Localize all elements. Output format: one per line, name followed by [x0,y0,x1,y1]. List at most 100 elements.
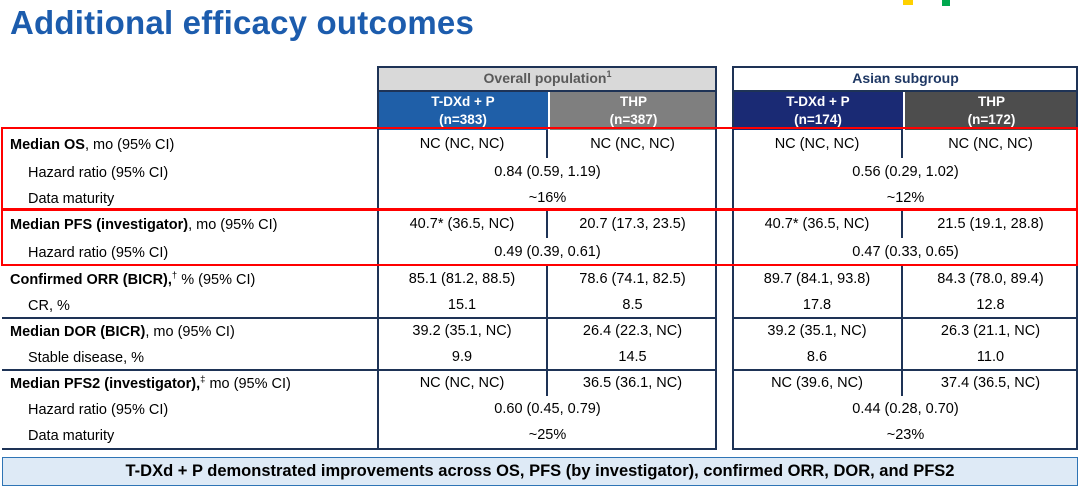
col-n: (n=387) [609,112,658,127]
table-row-pfs2-data-maturity: Data maturity ~25% ~23% [2,422,1078,448]
data-cell: 8.5 [622,297,643,313]
section-divider [2,448,378,450]
data-cell-span: 0.56 (0.29, 1.02) [852,163,959,180]
data-cell: NC (NC, NC) [948,136,1033,152]
table-gap [717,344,733,370]
table-gap [717,396,733,422]
data-cell: 36.5 (36.1, NC) [582,375,683,391]
data-cell-span: 0.84 (0.59, 1.19) [494,163,601,180]
table-row-pfs2-hazard-ratio: Hazard ratio (95% CI) 0.60 (0.45, 0.79) … [2,396,1078,422]
col-header-asian-tdxd: T-DXd + P (n=174) [733,92,903,130]
data-cell: NC (39.6, NC) [733,370,903,396]
col-name: T-DXd + P [786,94,850,110]
group-header-asian: Asian subgroup [733,66,1078,92]
logo-yellow-mark [903,0,913,5]
logo-green-mark [942,0,950,6]
table-row-stable-disease: Stable disease, % 9.9 14.5 8.6 11.0 [2,344,1078,370]
table-row-os-hazard-ratio: Hazard ratio (95% CI) 0.84 (0.59, 1.19) … [2,158,1078,185]
data-cell: 26.3 (21.1, NC) [940,323,1041,339]
row-label: Hazard ratio (95% CI) [28,164,169,181]
table-gap [717,422,733,448]
col-name: THP [978,94,1005,110]
data-cell: 89.7 (84.1, 93.8) [733,266,903,292]
row-label: Hazard ratio (95% CI) [28,401,169,418]
data-cell-span: 0.49 (0.39, 0.61) [494,244,601,260]
table-row-median-pfs2: Median PFS2 (investigator),‡ mo (95% CI)… [2,370,1078,396]
table-gap [717,210,733,238]
col-name: T-DXd + P [431,94,495,110]
data-cell: NC (NC, NC) [378,370,548,396]
group-header-overall: Overall population 1 [378,66,717,92]
data-cell: 11.0 [976,349,1005,365]
row-label: Median DOR (BICR), mo (95% CI) [10,323,235,340]
row-label: Median OS, mo (95% CI) [10,136,175,153]
table-gap [717,370,733,396]
data-cell: 37.4 (36.5, NC) [940,375,1041,391]
data-cell-span: ~25% [528,427,567,443]
col-header-overall-thp: THP (n=387) [548,92,717,130]
section-divider [2,317,717,319]
table-row-cr: CR, % 15.1 8.5 17.8 12.8 [2,292,1078,318]
data-cell: 78.6 (74.1, 82.5) [579,271,686,287]
row-label: Hazard ratio (95% CI) [28,244,169,261]
table-body: Median OS, mo (95% CI) NC (NC, NC) NC (N… [2,130,1078,448]
data-cell: 40.7* (36.5, NC) [378,210,548,238]
data-cell: 40.7* (36.5, NC) [733,210,903,238]
data-cell: 20.7 (17.3, 23.5) [579,216,686,232]
table-gap [717,238,733,266]
data-cell: 21.5 (19.1, 28.8) [937,216,1044,232]
table-gap [717,158,733,185]
summary-banner-text: T-DXd + P demonstrated improvements acro… [125,462,955,480]
data-cell-span: ~12% [886,189,925,206]
group-header-asian-label: Asian subgroup [852,70,959,86]
data-cell-span: 0.47 (0.33, 0.65) [852,244,959,260]
section-divider [2,369,717,371]
row-label: Data maturity [28,427,115,444]
row-label: Stable disease, % [28,349,145,366]
table-row-confirmed-orr: Confirmed ORR (BICR),† % (95% CI) 85.1 (… [2,266,1078,292]
data-cell: 15.1 [378,292,548,318]
row-label: Data maturity [28,190,115,207]
table-gap [717,318,733,344]
data-cell: NC (NC, NC) [378,130,548,158]
section-divider [733,369,1078,371]
data-cell-span: ~23% [886,427,925,443]
table-gap [717,130,733,158]
data-cell: NC (NC, NC) [733,130,903,158]
col-header-overall-tdxd: T-DXd + P (n=383) [378,92,548,130]
table-row-median-pfs: Median PFS (investigator), mo (95% CI) 4… [2,210,1078,238]
col-n: (n=383) [439,112,487,127]
group-header-overall-label: Overall population [483,70,607,86]
table-gap [717,266,733,292]
row-label: Median PFS2 (investigator),‡ mo (95% CI) [10,374,291,392]
col-header-asian-thp: THP (n=172) [903,92,1078,130]
col-n: (n=174) [794,112,842,127]
data-cell: 39.2 (35.1, NC) [733,318,903,344]
data-cell: 84.3 (78.0, 89.4) [937,271,1044,287]
data-cell: NC (NC, NC) [590,136,675,152]
data-cell: 39.2 (35.1, NC) [378,318,548,344]
data-cell: 17.8 [733,292,903,318]
col-n: (n=172) [967,112,1016,127]
row-label: Median PFS (investigator), mo (95% CI) [10,216,278,233]
table-row-median-dor: Median DOR (BICR), mo (95% CI) 39.2 (35.… [2,318,1078,344]
data-cell-span: 0.44 (0.28, 0.70) [852,401,959,417]
table-row-os-data-maturity: Data maturity ~16% ~12% [2,185,1078,210]
row-label: CR, % [28,297,70,314]
data-cell: 12.8 [976,297,1005,313]
section-divider [733,317,1078,319]
data-cell: 26.4 (22.3, NC) [582,323,683,339]
data-cell: 14.5 [618,349,647,365]
row-label: Confirmed ORR (BICR),† % (95% CI) [10,270,256,288]
data-cell: 9.9 [378,344,548,370]
summary-banner: T-DXd + P demonstrated improvements acro… [2,457,1078,486]
page-title: Additional efficacy outcomes [10,4,475,41]
table-row-median-os: Median OS, mo (95% CI) NC (NC, NC) NC (N… [2,130,1078,158]
table-gap [717,292,733,318]
data-cell-span: 0.60 (0.45, 0.79) [494,401,601,417]
data-cell-span: ~16% [528,189,567,206]
table-gap [717,185,733,210]
data-cell: 8.6 [733,344,903,370]
data-cell: 85.1 (81.2, 88.5) [378,266,548,292]
